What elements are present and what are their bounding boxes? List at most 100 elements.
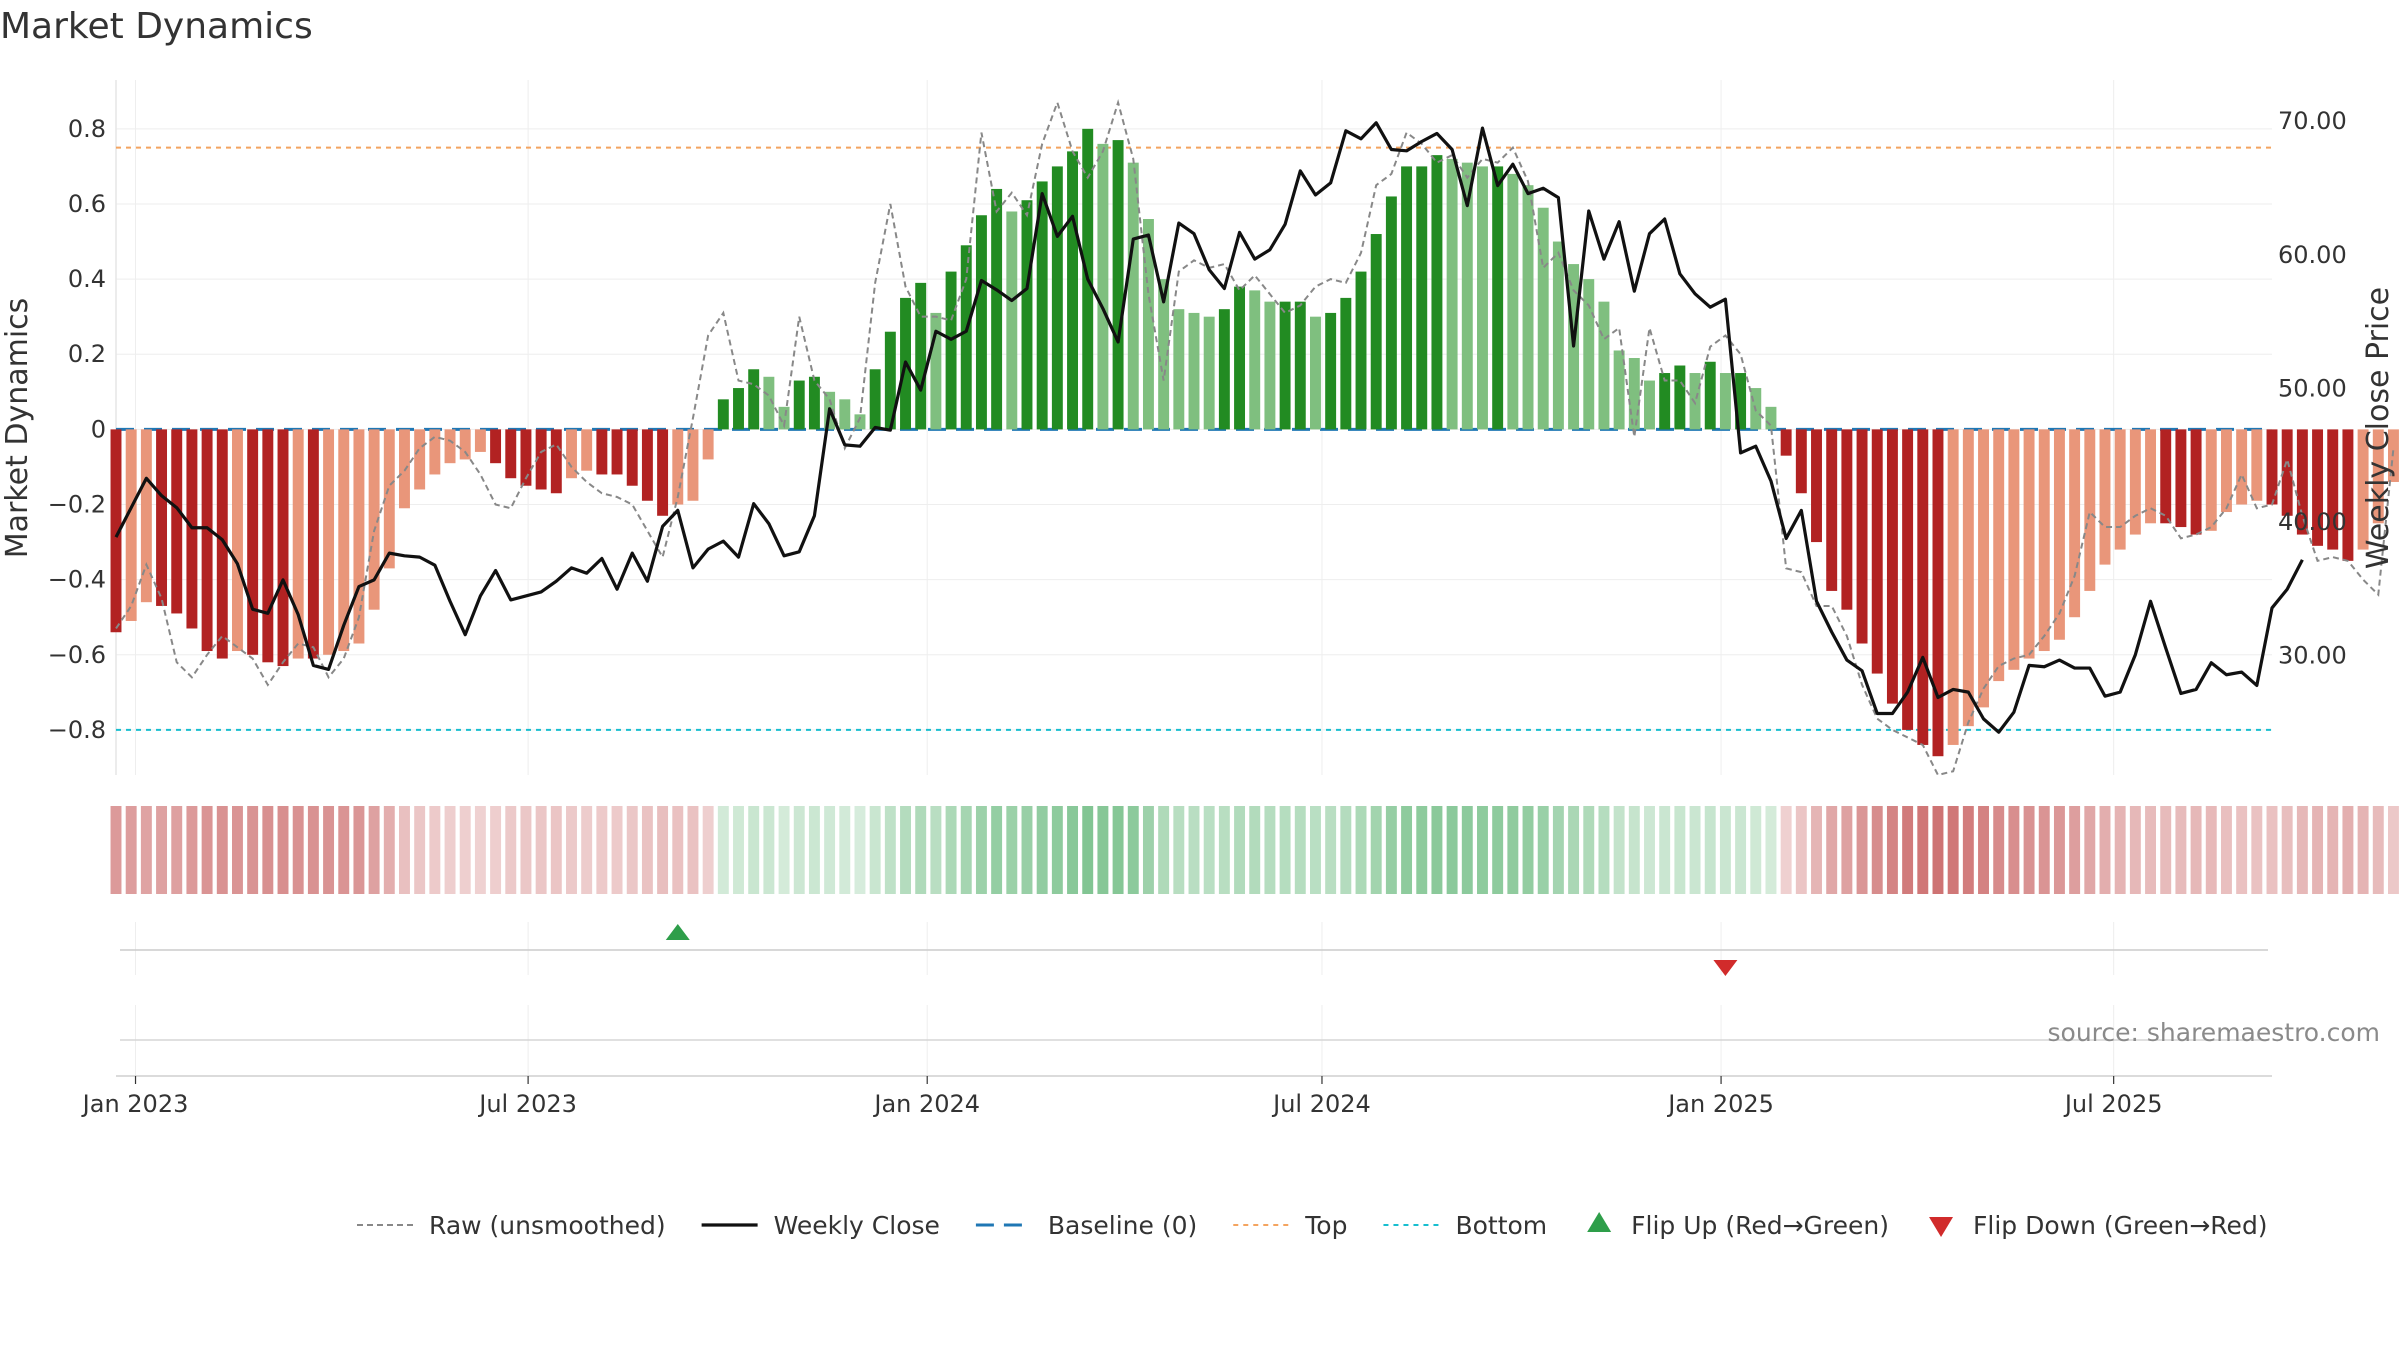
bar <box>1416 166 1428 430</box>
strip-cell <box>2069 806 2081 894</box>
bar <box>1886 429 1898 704</box>
strip-cell <box>535 806 547 894</box>
y2-tick-label: 30.00 <box>2278 642 2347 670</box>
strip-cell <box>323 806 335 894</box>
strip-cell <box>262 806 274 894</box>
strip-cell <box>2251 806 2263 894</box>
bar <box>1021 200 1033 430</box>
strip-cell <box>1461 806 1473 894</box>
strip-cell <box>1962 806 1974 894</box>
strip-cell <box>1537 806 1549 894</box>
strip-cell <box>2281 806 2293 894</box>
strip-cell <box>1431 806 1443 894</box>
strip-cell <box>490 806 502 894</box>
strip-cell <box>1051 806 1063 894</box>
bar <box>1385 196 1397 430</box>
bar <box>657 429 669 516</box>
bar <box>1203 316 1215 430</box>
bar <box>1932 429 1944 757</box>
strip-cell <box>1826 806 1838 894</box>
bar <box>1461 162 1473 430</box>
strip-cell <box>1780 806 1792 894</box>
x-tick-label: Jul 2023 <box>477 1090 577 1118</box>
strip-cell <box>960 806 972 894</box>
strip-cell <box>2160 806 2172 894</box>
strip-cell <box>1735 806 1747 894</box>
left-y-ticks: 0.8 0.6 0.4 0.2 0 −0.2 −0.4 −0.6 −0.8 <box>48 115 106 744</box>
legend-label: Weekly Close <box>774 1211 940 1240</box>
strip-cell <box>368 806 380 894</box>
strip-cell <box>474 806 486 894</box>
strip-cell <box>839 806 851 894</box>
bar <box>1719 373 1731 430</box>
strip-cell <box>748 806 760 894</box>
bar <box>2327 429 2339 550</box>
bar <box>1826 429 1838 591</box>
strip-cell <box>444 806 456 894</box>
bar <box>702 429 714 460</box>
strip-cell <box>231 806 243 894</box>
strip-cell <box>808 806 820 894</box>
strip-cell <box>1613 806 1625 894</box>
bar <box>247 429 259 655</box>
bar <box>839 399 851 430</box>
strip-cell <box>2205 806 2217 894</box>
bar <box>1492 166 1504 430</box>
bar <box>383 429 395 569</box>
strip-cell <box>915 806 927 894</box>
strip-cell <box>1795 806 1807 894</box>
bar <box>748 369 760 430</box>
bar <box>1871 429 1883 674</box>
strip-cell <box>2175 806 2187 894</box>
strip-cell <box>1674 806 1686 894</box>
bar <box>353 429 365 644</box>
strip-cell <box>2129 806 2141 894</box>
bar <box>1234 286 1246 430</box>
strip-cell <box>1097 806 1109 894</box>
strip-cell <box>2008 806 2020 894</box>
strip-cell <box>1978 806 1989 894</box>
strip-cell <box>156 806 168 894</box>
strip-cell <box>1021 806 1033 894</box>
bar <box>1811 429 1822 543</box>
bar <box>641 429 653 501</box>
strip-cell <box>2327 806 2339 894</box>
strip-cell <box>505 806 517 894</box>
strip-cell <box>1067 806 1079 894</box>
strip-cell <box>1112 806 1124 894</box>
bar <box>1947 429 1959 745</box>
strip-cell <box>1203 806 1215 894</box>
strip-cell <box>975 806 987 894</box>
bar <box>459 429 471 460</box>
bar <box>1507 173 1519 430</box>
strip-cell <box>2296 806 2308 894</box>
strip-cell <box>1249 806 1261 894</box>
bar <box>1477 166 1488 430</box>
bar <box>975 215 987 430</box>
bar <box>808 376 820 430</box>
strip-cell <box>1719 806 1731 894</box>
bar <box>2038 429 2050 652</box>
strip-cell <box>216 806 228 894</box>
bar <box>1537 207 1549 430</box>
bar <box>1097 143 1109 430</box>
strip-cell <box>1401 806 1413 894</box>
flip-down-marker <box>1713 960 1738 976</box>
strip-cell <box>2114 806 2126 894</box>
bar <box>1704 361 1716 430</box>
x-tick-label: Jan 2025 <box>1666 1090 1774 1118</box>
strip-cell <box>2372 806 2384 894</box>
strip-cell <box>1218 806 1230 894</box>
strip-cell <box>611 806 623 894</box>
bar <box>323 429 335 655</box>
strip-cell <box>1659 806 1671 894</box>
bar <box>550 429 562 494</box>
bar <box>2175 429 2187 528</box>
bar <box>1978 429 1989 708</box>
strip-cell <box>1142 806 1154 894</box>
bar <box>1598 301 1610 430</box>
strip-cell <box>2342 806 2354 894</box>
bar <box>1795 429 1807 494</box>
bar <box>1841 429 1853 610</box>
bar <box>1659 373 1671 430</box>
